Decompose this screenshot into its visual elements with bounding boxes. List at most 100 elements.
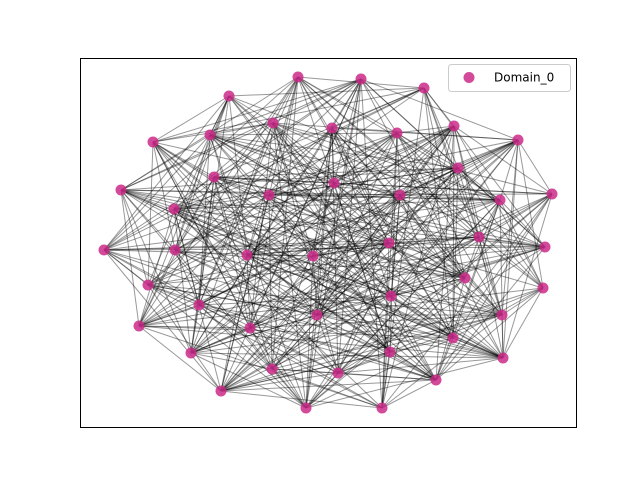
edge xyxy=(452,167,459,339)
edge xyxy=(390,194,401,297)
edge xyxy=(173,208,383,409)
edge xyxy=(103,236,480,251)
edge xyxy=(390,139,519,297)
edge xyxy=(312,236,480,257)
node xyxy=(537,282,549,294)
edge xyxy=(120,189,273,370)
edge xyxy=(120,189,318,316)
edge xyxy=(152,141,335,184)
edge xyxy=(209,134,466,279)
node xyxy=(263,189,275,201)
node xyxy=(307,250,319,262)
edge xyxy=(220,242,390,392)
edge xyxy=(249,327,307,409)
edge xyxy=(190,327,251,354)
edge xyxy=(331,127,544,289)
edge xyxy=(209,95,230,136)
edge xyxy=(337,199,501,374)
edge xyxy=(174,249,466,279)
edge xyxy=(478,199,501,238)
node xyxy=(496,309,508,321)
edge xyxy=(228,87,425,97)
edge xyxy=(103,249,149,286)
node xyxy=(204,129,216,141)
node xyxy=(208,171,220,183)
edge xyxy=(457,167,544,289)
edge xyxy=(272,122,335,184)
edge xyxy=(312,127,333,257)
node xyxy=(385,290,397,302)
axes-frame xyxy=(80,58,577,428)
edge xyxy=(220,255,314,392)
edge xyxy=(120,189,176,251)
edge xyxy=(147,246,546,286)
edge xyxy=(331,127,335,184)
node xyxy=(494,194,506,206)
edge xyxy=(268,193,553,196)
edge xyxy=(316,127,333,316)
node xyxy=(147,136,159,148)
edge xyxy=(246,254,437,381)
edge xyxy=(435,199,501,381)
edge xyxy=(305,277,466,409)
edge xyxy=(331,127,339,374)
edge xyxy=(268,194,466,279)
edge xyxy=(246,254,251,329)
edge xyxy=(457,167,546,248)
edge xyxy=(501,139,519,316)
edge xyxy=(147,78,362,286)
edge xyxy=(103,242,390,251)
edge xyxy=(453,125,544,289)
edge xyxy=(388,242,504,359)
edge xyxy=(305,193,553,409)
edge xyxy=(173,78,362,210)
edge xyxy=(138,182,335,327)
edge xyxy=(435,125,455,381)
edge xyxy=(220,314,318,392)
edge xyxy=(174,76,299,251)
edge xyxy=(190,122,274,354)
edge xyxy=(337,194,401,374)
edge xyxy=(249,76,299,329)
node xyxy=(244,322,256,334)
edge xyxy=(103,249,222,392)
node xyxy=(267,117,279,129)
edge xyxy=(198,304,307,409)
edge xyxy=(312,139,519,257)
edge xyxy=(228,95,501,201)
edge xyxy=(152,141,454,339)
edge xyxy=(360,78,546,248)
edge xyxy=(501,287,544,316)
edge xyxy=(271,368,307,409)
edge xyxy=(138,304,200,327)
node xyxy=(292,71,304,83)
edge xyxy=(305,314,318,409)
edge xyxy=(173,167,459,210)
edge xyxy=(120,189,401,196)
edge xyxy=(312,255,466,279)
node xyxy=(383,237,395,249)
edge xyxy=(147,242,390,286)
edge xyxy=(435,287,544,381)
edge xyxy=(316,193,553,316)
node xyxy=(311,309,323,321)
edge xyxy=(333,182,466,279)
edge xyxy=(103,95,230,251)
edge xyxy=(173,208,192,354)
edge xyxy=(152,87,425,143)
edge xyxy=(213,176,466,279)
edge xyxy=(333,132,398,184)
edge xyxy=(103,249,307,409)
edge xyxy=(190,314,318,354)
edge xyxy=(381,193,553,409)
node xyxy=(193,299,205,311)
edge xyxy=(396,132,503,316)
edge xyxy=(399,194,503,316)
edge xyxy=(190,125,455,354)
edge xyxy=(220,254,248,392)
edge xyxy=(390,277,466,297)
edge xyxy=(209,134,504,359)
edge xyxy=(138,255,314,327)
edge xyxy=(190,352,307,409)
edge xyxy=(297,76,401,196)
